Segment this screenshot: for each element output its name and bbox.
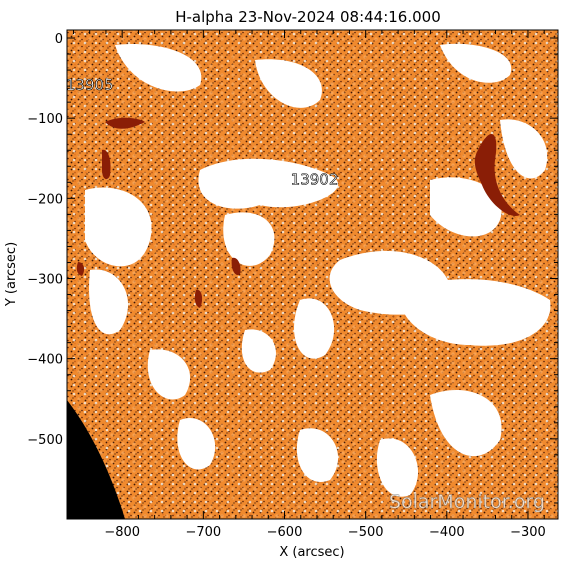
- x-tick-label: −400: [429, 525, 465, 540]
- y-tick-label: −100: [27, 112, 63, 127]
- y-axis-label: Y (arcsec): [4, 242, 19, 307]
- x-tick-label: −800: [104, 525, 140, 540]
- x-tick-label: −600: [267, 525, 303, 540]
- h-alpha-image: [67, 30, 558, 519]
- region-labels: 13905 13902: [66, 76, 339, 189]
- x-tick-label: −700: [185, 525, 221, 540]
- region-label: 13902: [291, 171, 339, 189]
- plot-frame: [66, 29, 559, 520]
- figure-title: H-alpha 23-Nov-2024 08:44:16.000: [175, 8, 441, 26]
- x-tick-label: −500: [348, 525, 384, 540]
- y-tick-label: 0: [55, 32, 63, 47]
- y-tick-label: −200: [27, 192, 63, 207]
- y-tick-label: −300: [27, 273, 63, 288]
- region-label: 13905: [66, 76, 114, 94]
- y-tick-label: −400: [27, 353, 63, 368]
- watermark: SolarMonitor.org: [389, 491, 545, 513]
- y-axis-ticks: 0 −100 −200 −300 −400 −500: [27, 32, 558, 504]
- x-axis-ticks: −800 −700 −600 −500 −400 −300: [72, 30, 546, 540]
- x-axis-label: X (arcsec): [279, 545, 344, 560]
- x-tick-label: −300: [510, 525, 546, 540]
- y-tick-label: −500: [27, 433, 63, 448]
